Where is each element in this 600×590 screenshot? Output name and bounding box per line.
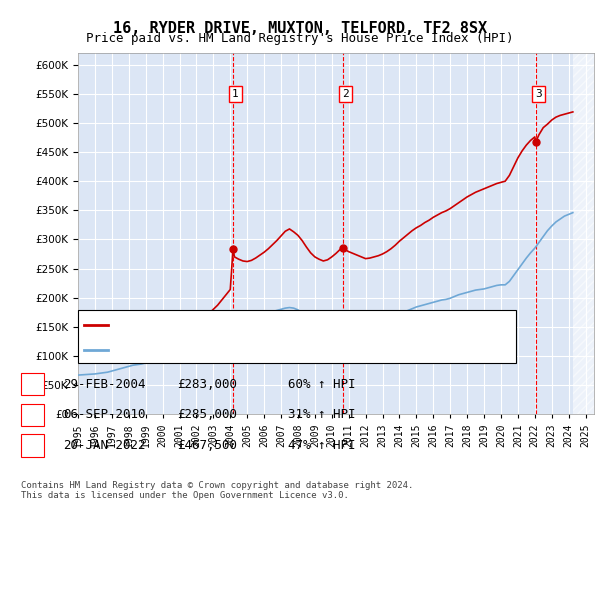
- Text: £467,500: £467,500: [177, 439, 237, 452]
- Text: 3: 3: [535, 89, 542, 99]
- Text: 1: 1: [232, 89, 239, 99]
- Text: HPI: Average price, detached house, Telford and Wrekin: HPI: Average price, detached house, Telf…: [111, 345, 449, 355]
- Text: 20-JAN-2022: 20-JAN-2022: [63, 439, 146, 452]
- Text: Contains HM Land Registry data © Crown copyright and database right 2024.
This d: Contains HM Land Registry data © Crown c…: [21, 481, 413, 500]
- Text: £285,000: £285,000: [177, 408, 237, 421]
- Text: 2: 2: [343, 89, 349, 99]
- Bar: [573, 53, 594, 414]
- Bar: [535, 53, 536, 414]
- Text: 47% ↑ HPI: 47% ↑ HPI: [288, 439, 355, 452]
- Text: 1: 1: [29, 378, 36, 391]
- Text: 31% ↑ HPI: 31% ↑ HPI: [288, 408, 355, 421]
- Text: 06-SEP-2010: 06-SEP-2010: [63, 408, 146, 421]
- Text: Price paid vs. HM Land Registry's House Price Index (HPI): Price paid vs. HM Land Registry's House …: [86, 32, 514, 45]
- Text: £283,000: £283,000: [177, 378, 237, 391]
- Text: 2: 2: [29, 408, 36, 421]
- Text: 3: 3: [29, 439, 36, 452]
- Text: 16, RYDER DRIVE, MUXTON, TELFORD, TF2 8SX: 16, RYDER DRIVE, MUXTON, TELFORD, TF2 8S…: [113, 21, 487, 35]
- Text: 29-FEB-2004: 29-FEB-2004: [63, 378, 146, 391]
- Text: 60% ↑ HPI: 60% ↑ HPI: [288, 378, 355, 391]
- Bar: [232, 53, 234, 414]
- Text: 16, RYDER DRIVE, MUXTON, TELFORD, TF2 8SX (detached house): 16, RYDER DRIVE, MUXTON, TELFORD, TF2 8S…: [111, 320, 473, 329]
- Bar: [343, 53, 344, 414]
